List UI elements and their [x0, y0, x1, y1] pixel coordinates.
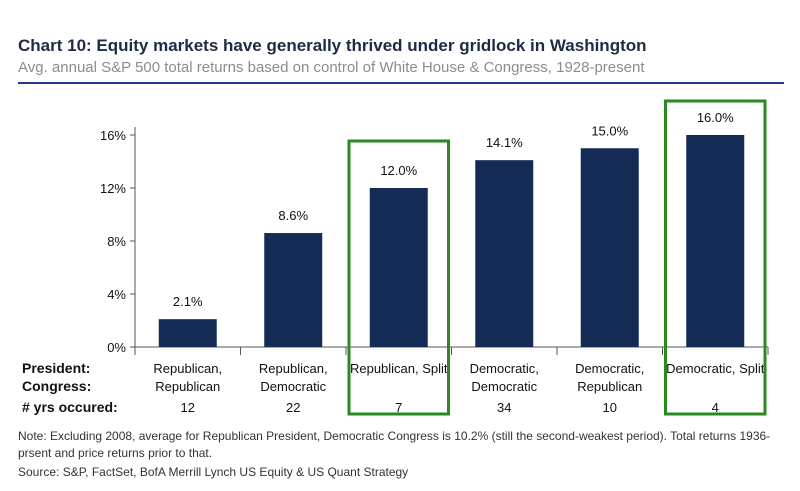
y-tick-label: 0% — [107, 340, 126, 355]
bar — [475, 160, 534, 347]
bar-data-label: 14.1% — [486, 135, 523, 150]
category-years-label: 10 — [603, 400, 617, 415]
y-tick-label: 4% — [107, 287, 126, 302]
bar — [580, 148, 639, 347]
category-label-president: Republican, — [259, 361, 328, 376]
row-label-years: # yrs occured: — [22, 399, 118, 415]
category-label-congress: Republican — [155, 379, 220, 394]
chart-note: Note: Excluding 2008, average for Republ… — [18, 429, 771, 460]
bar-data-label: 8.6% — [278, 208, 308, 223]
category-years-label: 12 — [181, 400, 195, 415]
bar-data-label: 2.1% — [173, 294, 203, 309]
category-label-president: Democratic, — [470, 361, 539, 376]
bar — [264, 233, 323, 347]
chart-subtitle: Avg. annual S&P 500 total returns based … — [18, 59, 645, 76]
bar-data-label: 15.0% — [591, 123, 628, 138]
category-years-label: 34 — [497, 400, 511, 415]
category-years-label: 7 — [395, 400, 402, 415]
bar — [369, 188, 428, 347]
bar-data-label: 16.0% — [697, 110, 734, 125]
category-label: Republican, Split — [350, 361, 448, 376]
y-tick-label: 8% — [107, 234, 126, 249]
y-tick-label: 12% — [100, 181, 126, 196]
highlight-box — [664, 99, 767, 416]
bar-data-label: 12.0% — [380, 163, 417, 178]
category-label-president: Republican, — [153, 361, 222, 376]
category-years-label: 4 — [712, 400, 719, 415]
chart-title: Chart 10: Equity markets have generally … — [18, 36, 647, 55]
chart-source: Source: S&P, FactSet, BofA Merrill Lynch… — [18, 465, 409, 479]
row-label-president: President: — [22, 360, 90, 376]
title-rule — [18, 82, 784, 84]
highlight-box — [347, 139, 450, 416]
category-label-congress: Democratic — [260, 379, 326, 394]
category-label: Democratic, Split — [666, 361, 765, 376]
category-label-congress: Republican — [577, 379, 642, 394]
row-label-congress: Congress: — [22, 378, 91, 394]
category-label-president: Democratic, — [575, 361, 644, 376]
category-label-congress: Democratic — [471, 379, 537, 394]
bar — [158, 319, 217, 347]
bar — [686, 135, 745, 347]
category-years-label: 22 — [286, 400, 300, 415]
bar-chart: 0% 4% 8% 12% 16% President: Congress: # yrs occ… — [22, 99, 769, 416]
y-tick-label: 16% — [100, 128, 126, 143]
